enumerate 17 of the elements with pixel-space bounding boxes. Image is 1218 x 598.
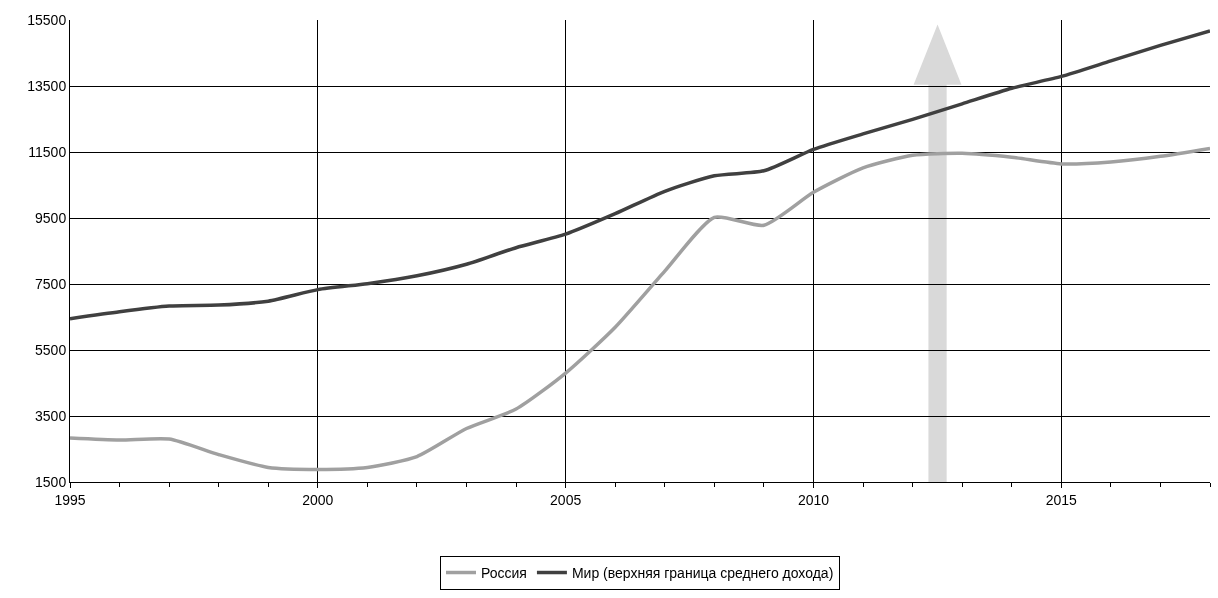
y-tick-label: 3500 [35, 407, 67, 424]
legend-label: Мир (верхняя граница среднего дохода) [571, 564, 834, 581]
y-tick-label: 15500 [27, 11, 67, 28]
y-tick-label: 1500 [35, 473, 67, 490]
line-series [70, 29, 1210, 321]
legend-label: Россия [481, 564, 527, 581]
x-tick-label: 2015 [1045, 491, 1078, 508]
x-tick-label: 1995 [54, 491, 86, 508]
y-tick-label: 9500 [35, 209, 67, 226]
line-series [70, 146, 1210, 472]
x-tick-label: 2010 [797, 491, 830, 508]
y-tick-label: 13500 [27, 77, 67, 94]
y-tick-label: 11500 [28, 143, 67, 160]
y-tick-label: 5500 [35, 341, 67, 358]
y-tick-label: 7500 [35, 275, 67, 292]
x-tick-label: 2000 [302, 491, 334, 508]
x-tick-label: 2005 [550, 491, 582, 508]
